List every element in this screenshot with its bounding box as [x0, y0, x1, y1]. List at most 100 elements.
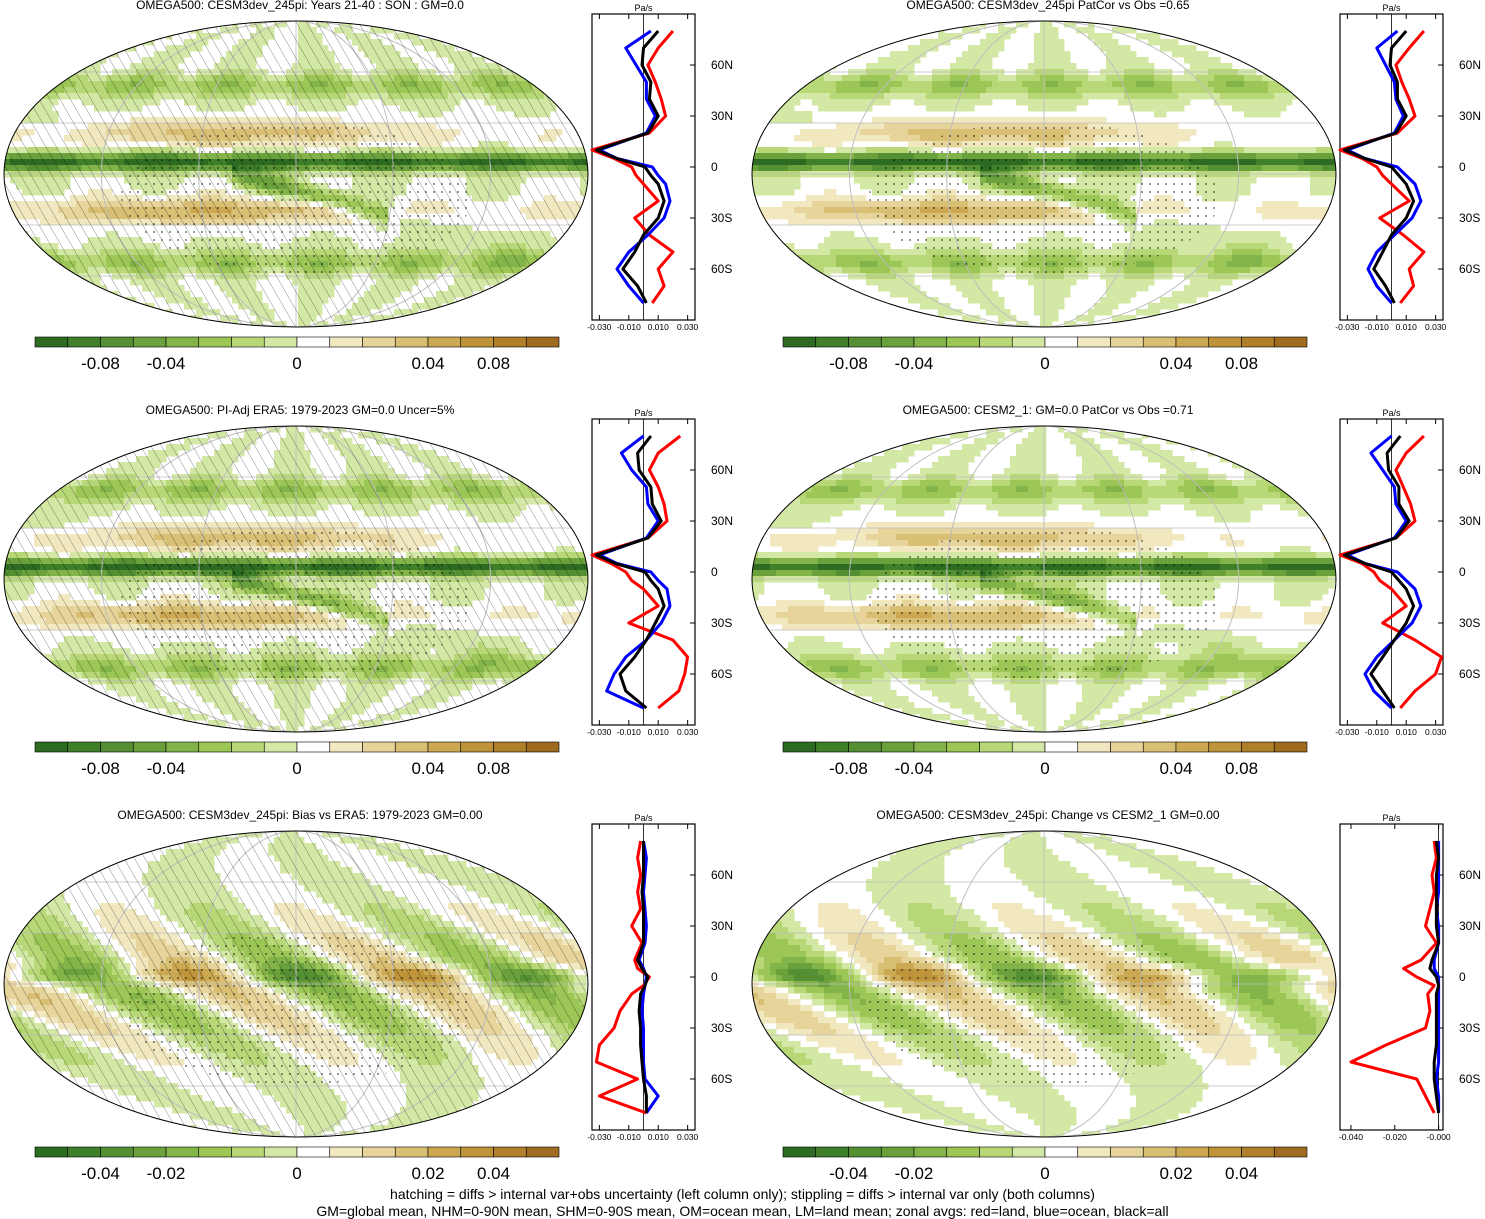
field-cell	[854, 243, 861, 250]
field-cell	[788, 207, 795, 214]
field-cell	[842, 81, 849, 88]
field-cell	[770, 189, 777, 196]
field-cell	[806, 93, 813, 100]
field-cell	[962, 93, 969, 100]
field-cell	[1160, 105, 1167, 112]
field-cell	[860, 81, 867, 88]
field-cell	[1166, 81, 1173, 88]
field-cell	[1154, 129, 1161, 136]
field-cell	[1040, 45, 1047, 52]
field-cell	[1112, 93, 1119, 100]
field-cell	[1034, 93, 1041, 100]
field-cell	[818, 153, 825, 160]
field-cell	[1040, 39, 1047, 46]
field-cell	[884, 99, 891, 106]
field-cell	[1172, 135, 1179, 142]
field-cell	[1118, 93, 1125, 100]
field-cell	[1244, 93, 1251, 100]
field-cell	[842, 87, 849, 94]
field-cell	[1154, 75, 1161, 82]
field-cell	[944, 87, 951, 94]
field-cell	[836, 219, 843, 226]
field-cell	[1256, 153, 1263, 160]
field-cell	[830, 189, 837, 196]
field-cell	[986, 57, 993, 64]
field-cell	[1232, 195, 1239, 202]
field-cell	[1262, 87, 1269, 94]
field-cell	[1076, 93, 1083, 100]
field-cell	[1280, 165, 1287, 172]
field-cell	[1208, 75, 1215, 82]
field-cell	[1148, 129, 1155, 136]
field-cell	[1214, 165, 1221, 172]
field-cell	[926, 105, 933, 112]
field-cell	[1268, 87, 1275, 94]
field-cell	[1130, 63, 1137, 70]
field-cell	[1142, 33, 1149, 40]
field-cell	[1262, 237, 1269, 244]
field-cell	[926, 123, 933, 130]
field-cell	[1100, 87, 1107, 94]
field-cell	[1166, 129, 1173, 136]
field-cell	[1214, 141, 1221, 148]
field-cell	[842, 147, 849, 154]
field-cell	[824, 195, 831, 202]
field-cell	[1088, 75, 1095, 82]
field-cell	[986, 99, 993, 106]
field-cell	[794, 165, 801, 172]
field-cell	[962, 63, 969, 70]
field-cell	[824, 159, 831, 166]
field-cell	[998, 117, 1005, 124]
field-cell	[1232, 231, 1239, 238]
field-cell	[1034, 81, 1041, 88]
field-cell	[764, 153, 771, 160]
field-cell	[1178, 81, 1185, 88]
field-cell	[1250, 99, 1257, 106]
field-cell	[1256, 93, 1263, 100]
field-cell	[968, 51, 975, 58]
field-cell	[848, 237, 855, 244]
field-cell	[1196, 237, 1203, 244]
field-cell	[1298, 213, 1305, 220]
field-cell	[812, 135, 819, 142]
field-cell	[878, 129, 885, 136]
field-cell	[770, 183, 777, 190]
field-cell	[842, 237, 849, 244]
field-cell	[1208, 159, 1215, 166]
field-cell	[1250, 237, 1257, 244]
field-cell	[938, 93, 945, 100]
field-cell	[842, 165, 849, 172]
field-cell	[1232, 75, 1239, 82]
field-cell	[1232, 147, 1239, 154]
field-cell	[1172, 51, 1179, 58]
field-cell	[980, 117, 987, 124]
field-cell	[1058, 45, 1065, 52]
field-cell	[1154, 87, 1161, 94]
field-cell	[878, 93, 885, 100]
field-cell	[962, 27, 969, 34]
field-cell	[806, 135, 813, 142]
field-cell	[794, 177, 801, 184]
field-cell	[1028, 81, 1035, 88]
field-cell	[890, 81, 897, 88]
field-cell	[1154, 111, 1161, 118]
field-cell	[1238, 81, 1245, 88]
field-cell	[830, 237, 837, 244]
field-cell	[878, 81, 885, 88]
field-cell	[842, 213, 849, 220]
field-cell	[776, 207, 783, 214]
field-cell	[902, 75, 909, 82]
field-cell	[926, 117, 933, 124]
field-cell	[980, 93, 987, 100]
field-cell	[848, 213, 855, 220]
field-cell	[812, 195, 819, 202]
field-cell	[1280, 213, 1287, 220]
colorbar-swatch	[101, 337, 134, 347]
field-cell	[1262, 201, 1269, 208]
field-cell	[842, 219, 849, 226]
field-cell	[926, 93, 933, 100]
field-cell	[1172, 39, 1179, 46]
field-cell	[806, 165, 813, 172]
field-cell	[980, 45, 987, 52]
field-cell	[1226, 177, 1233, 184]
